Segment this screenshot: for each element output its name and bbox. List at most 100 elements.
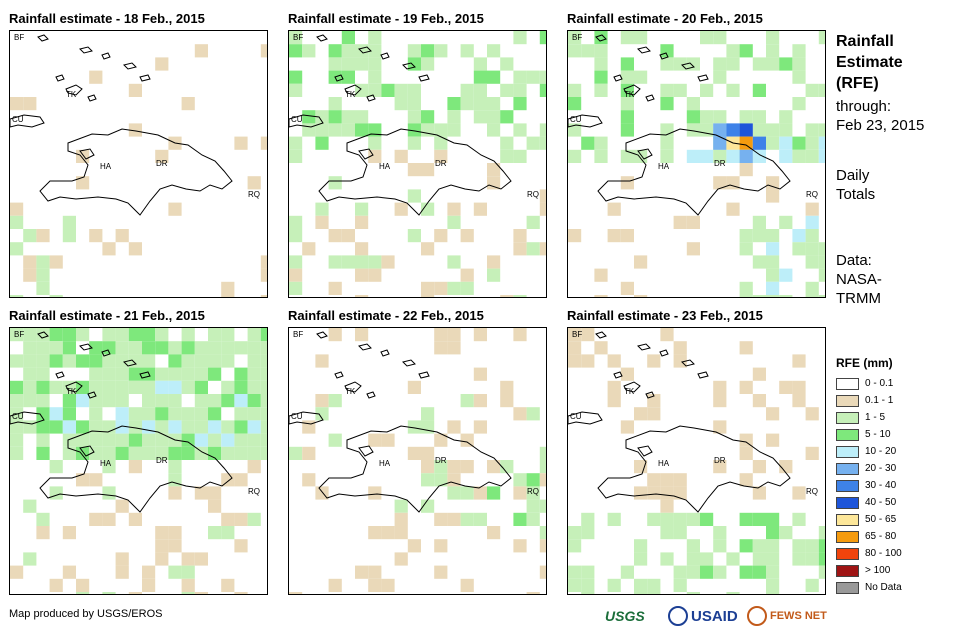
rainfall-cell: [713, 176, 727, 190]
rainfall-cell: [700, 565, 714, 579]
rainfall-cell: [818, 242, 825, 256]
rainfall-cell: [208, 328, 222, 342]
rainfall-cell: [421, 407, 435, 421]
legend-swatch: [836, 378, 859, 390]
data-line-2: NASA-: [836, 271, 882, 288]
rainfall-cell: [247, 328, 261, 342]
rainfall-cell: [526, 70, 540, 84]
rainfall-cell: [779, 149, 793, 163]
side-title-line-2: Estimate: [836, 54, 903, 71]
rainfall-cell: [10, 354, 24, 368]
panel-title-2: Rainfall estimate - 19 Feb., 2015: [288, 11, 484, 26]
rainfall-cell: [568, 526, 582, 540]
rainfall-cell: [421, 202, 435, 216]
rainfall-cell: [168, 341, 182, 355]
rainfall-cell: [328, 328, 342, 342]
rainfall-cell: [368, 268, 382, 282]
cuba-coastline: [289, 411, 324, 425]
side-title: Rainfall Estimate (RFE): [836, 31, 903, 94]
legend-label: 65 - 80: [865, 531, 897, 542]
rainfall-cell: [673, 578, 687, 592]
rainfall-cell: [381, 526, 395, 540]
map-label-ha: HA: [379, 459, 391, 468]
rainfall-cell: [289, 215, 303, 229]
rainfall-cell: [23, 354, 37, 368]
rainfall-cell: [115, 354, 129, 368]
rainfall-cell: [181, 380, 195, 394]
island-coastline: [366, 94, 376, 102]
rainfall-cell: [194, 354, 208, 368]
map-label-ha: HA: [658, 162, 670, 171]
island-coastline: [123, 62, 137, 70]
rainfall-cell: [128, 123, 142, 137]
rainfall-cell: [394, 202, 408, 216]
rainfall-cell: [434, 328, 448, 342]
legend-label: 80 - 100: [865, 548, 902, 559]
rainfall-cell: [168, 354, 182, 368]
island-coastline: [87, 391, 97, 399]
rainfall-cell: [181, 433, 195, 447]
map-label-bf: BF: [14, 330, 24, 339]
rainfall-cell: [660, 83, 674, 97]
rainfall-cell: [115, 499, 129, 513]
rainfall-cell: [421, 446, 435, 460]
island-coastline: [380, 52, 390, 60]
rainfall-cell: [394, 83, 408, 97]
rainfall-cell: [10, 202, 24, 216]
rainfall-cell: [473, 486, 487, 500]
rainfall-cell: [10, 97, 24, 111]
rainfall-cell: [805, 281, 819, 295]
rainfall-cell: [500, 149, 514, 163]
through-text: through: Feb 23, 2015: [836, 97, 924, 135]
rainfall-cell: [328, 578, 342, 592]
rainfall-cell: [568, 565, 582, 579]
rainfall-cell: [434, 123, 448, 137]
island-coastline: [380, 349, 390, 357]
rainfall-cell: [805, 578, 819, 592]
rainfall-cell: [581, 354, 595, 368]
rainfall-cell: [155, 341, 169, 355]
map-label-cu: CU: [291, 412, 303, 421]
rainfall-cell: [115, 565, 129, 579]
rainfall-cell: [421, 44, 435, 58]
rainfall-cell: [394, 526, 408, 540]
rainfall-cell: [805, 83, 819, 97]
rainfall-cell: [766, 31, 780, 45]
rainfall-cell: [447, 460, 461, 474]
rainfall-cell: [102, 354, 116, 368]
rainfall-cell: [289, 44, 303, 58]
rainfall-cell: [700, 83, 714, 97]
rainfall-cell: [460, 460, 474, 474]
map-label-cu: CU: [12, 115, 24, 124]
rainfall-cell: [739, 163, 753, 177]
rainfall-cell: [89, 229, 103, 243]
rainfall-cell: [128, 433, 142, 447]
rainfall-cell: [421, 281, 435, 295]
haiti-lake: [637, 445, 653, 457]
rainfall-cell: [594, 44, 608, 58]
rainfall-cell: [752, 123, 766, 137]
island-coastline: [645, 391, 655, 399]
rainfall-cell: [247, 367, 261, 381]
rainfall-cell: [686, 149, 700, 163]
rainfall-cell: [766, 189, 780, 203]
haiti-lake: [79, 148, 95, 160]
rainfall-cell: [36, 526, 50, 540]
island-coastline: [37, 34, 49, 42]
rainfall-cell: [128, 512, 142, 526]
rainfall-cell: [713, 57, 727, 71]
rainfall-cell: [686, 215, 700, 229]
rainfall-cell: [89, 407, 103, 421]
map-label-dr: DR: [156, 456, 168, 465]
rainfall-cell: [539, 242, 546, 256]
rainfall-cell: [792, 552, 806, 566]
rainfall-cell: [168, 460, 182, 474]
rainfall-cell: [487, 44, 501, 58]
rainfall-cell: [752, 394, 766, 408]
rainfall-cell: [315, 110, 329, 124]
island-coastline: [87, 94, 97, 102]
island-coastline: [65, 381, 83, 393]
rainfall-cell: [700, 512, 714, 526]
rainfall-cell: [660, 97, 674, 111]
rainfall-cell: [23, 552, 37, 566]
